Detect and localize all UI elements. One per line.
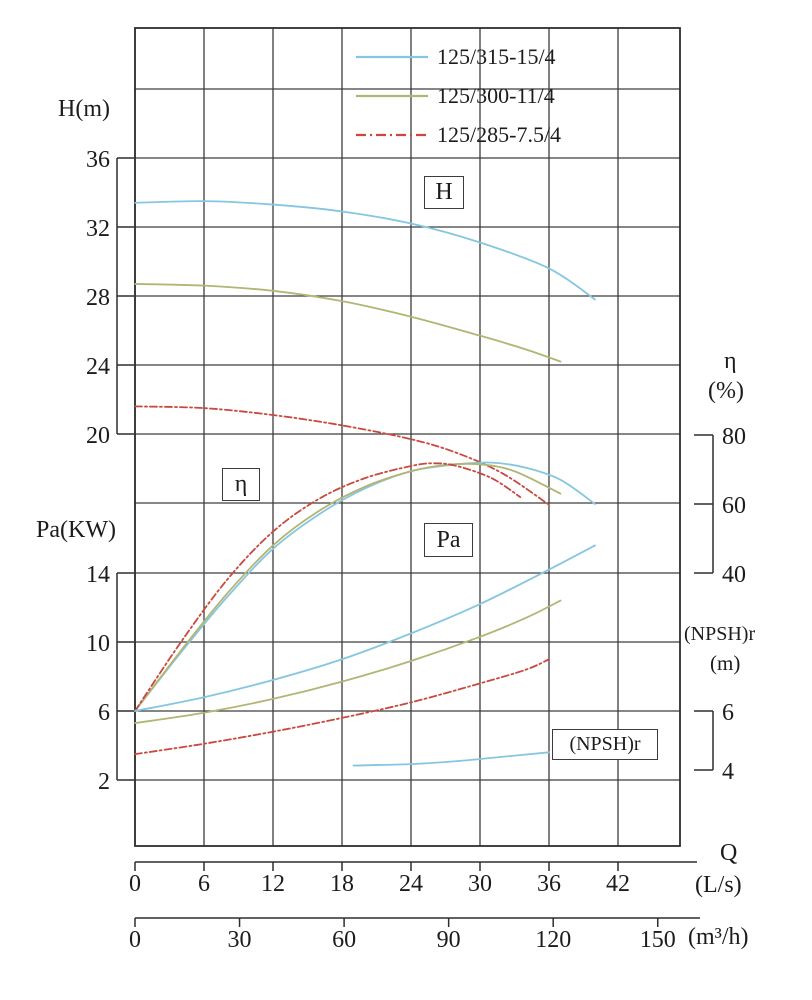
curve-Pa-125-315-15-4 <box>134 544 596 712</box>
pa-curve-label: Pa <box>424 523 473 557</box>
h-tick-label: 32 <box>86 216 110 242</box>
curve-H-125-300-11-4 <box>134 283 562 363</box>
pa-tick-label: 10 <box>86 631 110 657</box>
eta-tick-label: 60 <box>722 493 746 519</box>
eta-axis-title: η <box>724 348 737 374</box>
q-m3h-tick-label: 30 <box>228 927 252 953</box>
pa-tick-label: 14 <box>86 562 110 588</box>
q-m3h-unit-label: (m³/h) <box>688 924 749 950</box>
pa-tick-label: 2 <box>98 769 110 795</box>
legend-item-125-285-7-5-4: 125/285-7.5/4 <box>437 122 562 147</box>
npsh-tick-label: 4 <box>722 759 734 785</box>
q-ls-tick-label: 6 <box>198 871 210 897</box>
q-ls-unit-label: (L/s) <box>695 872 742 898</box>
q-ls-tick-label: 12 <box>261 871 285 897</box>
h-tick-label: 20 <box>86 423 110 449</box>
curve-eta-125-300-11-4 <box>134 462 562 712</box>
h-tick-label: 24 <box>86 354 110 380</box>
h-tick-label: 36 <box>86 147 110 173</box>
plot-border <box>134 27 681 847</box>
pa-axis-title: Pa(KW) <box>36 517 116 543</box>
npsh-curve-label: (NPSH)r <box>552 729 658 760</box>
h-axis-title: H(m) <box>58 96 110 122</box>
legend-item-125-315-15-4: 125/315-15/4 <box>437 44 556 69</box>
q-ls-tick-label: 42 <box>606 871 630 897</box>
curve-Pa-125-285-7-5-4 <box>134 658 550 756</box>
curve-H-125-315-15-4 <box>134 200 596 301</box>
curve-eta-125-315-15-4 <box>134 461 596 712</box>
eta-curve-label: η <box>222 468 260 501</box>
eta-axis-unit: (%) <box>708 378 744 404</box>
h-tick-label: 28 <box>86 285 110 311</box>
curve-eta-125-285-7-5-4 <box>134 462 522 712</box>
npsh-axis-unit: (m) <box>710 651 741 675</box>
npsh-axis-title: (NPSH)r <box>684 623 756 645</box>
curve-H-125-285-7-5-4 <box>134 405 550 506</box>
q-axis-title: Q <box>720 840 738 866</box>
eta-tick-label: 40 <box>722 562 746 588</box>
curve-Pa-125-300-11-4 <box>134 599 562 724</box>
q-m3h-tick-label: 90 <box>437 927 461 953</box>
q-m3h-tick-label: 120 <box>535 927 571 953</box>
legend-item-125-300-11-4: 125/300-11/4 <box>437 83 555 108</box>
pa-tick-label: 6 <box>98 700 110 726</box>
q-ls-tick-label: 18 <box>330 871 354 897</box>
curve-npsh-125-315-15-4 <box>352 751 550 767</box>
q-ls-tick-label: 36 <box>537 871 561 897</box>
npsh-tick-label: 6 <box>722 700 734 726</box>
eta-tick-label: 80 <box>722 424 746 450</box>
h-curve-label: H <box>424 176 464 209</box>
q-ls-tick-label: 30 <box>468 871 492 897</box>
q-ls-tick-label: 0 <box>129 871 141 897</box>
q-ls-tick-label: 24 <box>399 871 423 897</box>
q-m3h-tick-label: 60 <box>332 927 356 953</box>
q-m3h-tick-label: 0 <box>129 927 141 953</box>
q-m3h-tick-label: 150 <box>640 927 676 953</box>
